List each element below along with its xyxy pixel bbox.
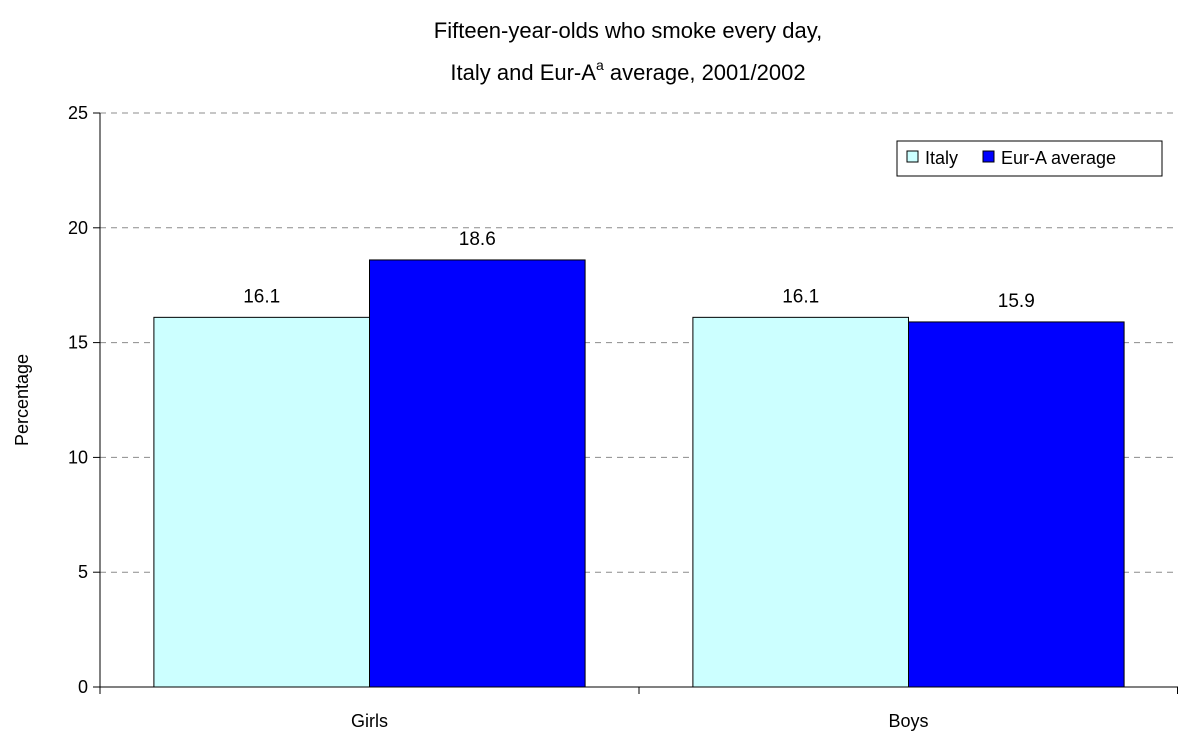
- x-category-label-boys: Boys: [888, 711, 928, 731]
- legend-swatch-eur-a: [982, 150, 995, 163]
- bar-girls-series-1: [369, 259, 586, 688]
- chart-title-line-2: Italy and Eur-Aa average, 2001/2002: [450, 57, 805, 85]
- chart-title-line-2-part-a: Italy and Eur-A: [450, 60, 596, 85]
- data-labels: 16.1 18.6 16.1 15.9: [243, 229, 1035, 312]
- y-axis-title: Percentage: [12, 354, 32, 446]
- bars: [153, 259, 1125, 688]
- data-label-boys-series-1: 15.9: [998, 291, 1035, 312]
- y-tick-label-5: 25: [68, 103, 88, 123]
- bar-girls-series-0: [153, 316, 370, 688]
- bar-boys-series-1: [908, 321, 1125, 688]
- y-tick-label-3: 15: [68, 333, 88, 353]
- y-tick-label-4: 20: [68, 218, 88, 238]
- data-label-girls-series-1: 18.6: [459, 229, 496, 250]
- data-label-girls-series-0: 16.1: [243, 286, 280, 307]
- axes: 0 5 10 15 20 25 Girls Boys: [68, 103, 1178, 731]
- legend-box: [896, 140, 1163, 177]
- y-tick-label-0: 0: [78, 677, 88, 697]
- chart-title-line-1: Fifteen-year-olds who smoke every day,: [434, 18, 822, 43]
- y-tick-label-1: 5: [78, 562, 88, 582]
- chart-title-line-2-part-b: average, 2001/2002: [604, 60, 806, 85]
- legend: Italy Eur-A average: [896, 140, 1163, 177]
- legend-label-eur-a: Eur-A average: [1001, 148, 1116, 168]
- chart-title-superscript: a: [596, 57, 604, 73]
- y-tick-label-2: 10: [68, 447, 88, 467]
- data-label-boys-series-0: 16.1: [782, 286, 819, 307]
- x-category-label-girls: Girls: [351, 711, 388, 731]
- legend-swatch-italy: [906, 150, 919, 163]
- bar-boys-series-0: [692, 316, 910, 688]
- legend-label-italy: Italy: [925, 148, 958, 168]
